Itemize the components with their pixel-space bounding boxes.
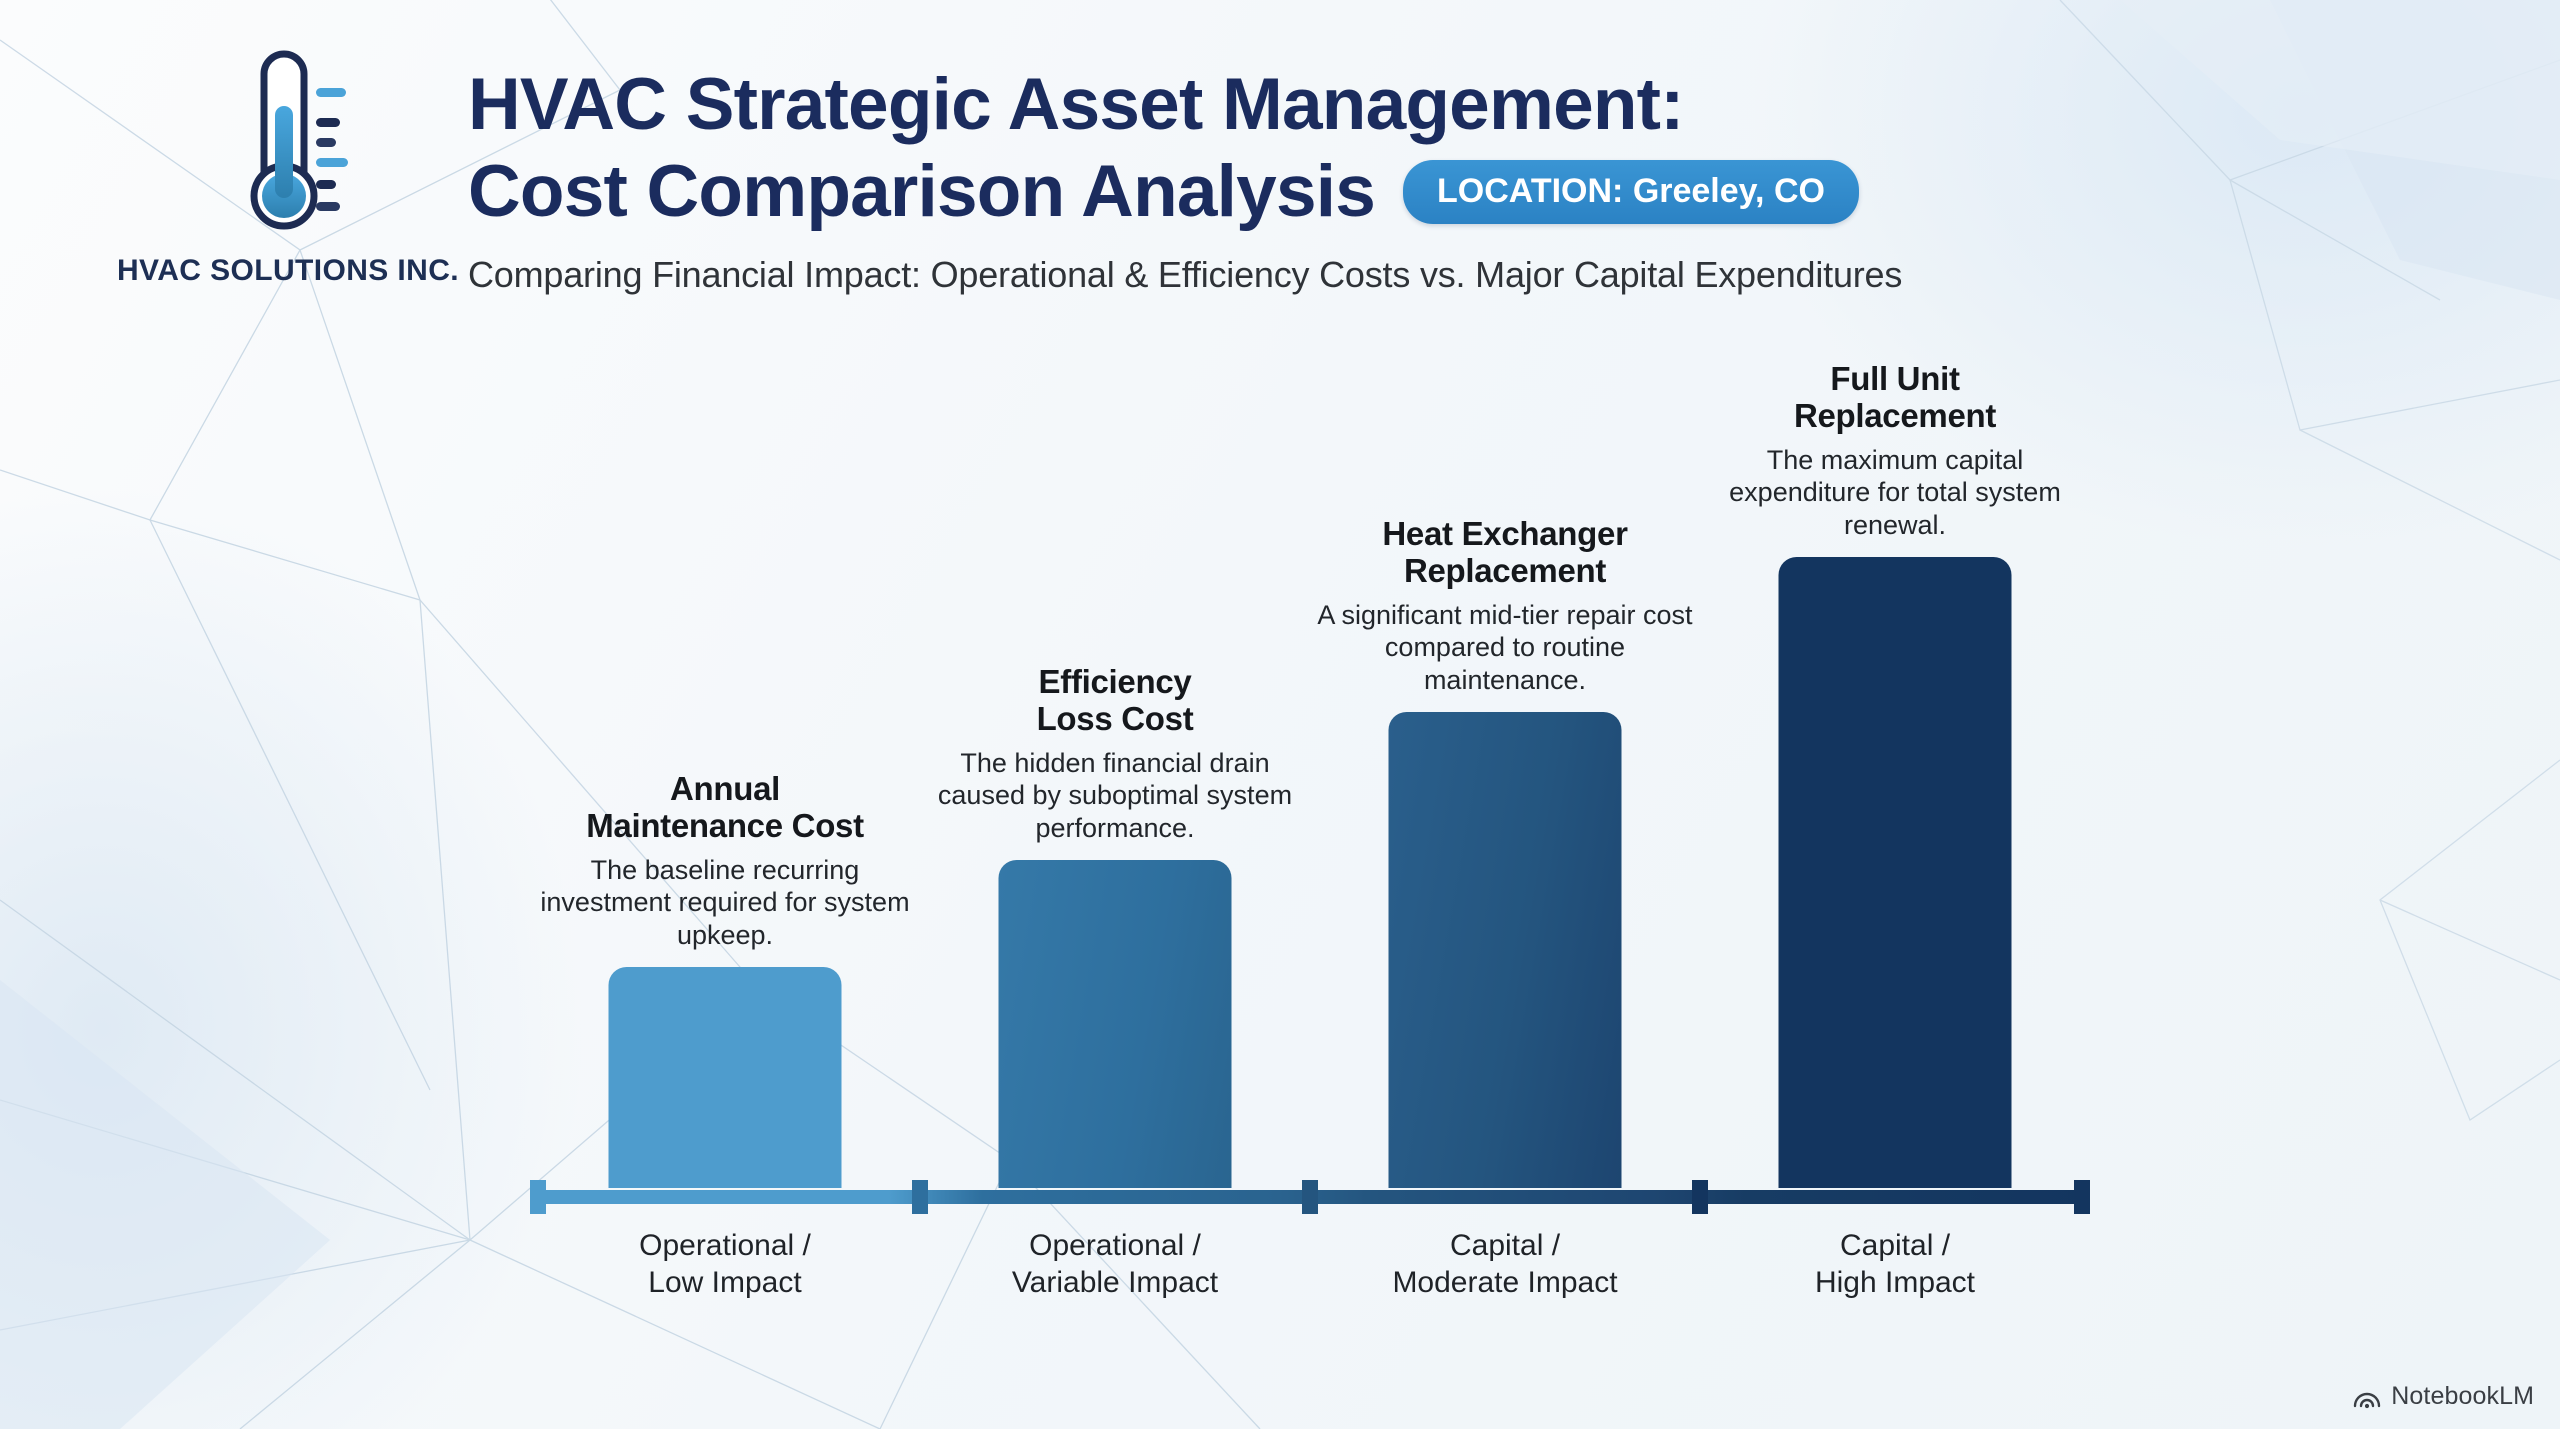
- bar-title-line-2: Replacement: [1403, 551, 1607, 589]
- bar-description: The hidden financial drain caused by sub…: [937, 747, 1293, 843]
- x-axis-label-line-2: High Impact: [1814, 1265, 1976, 1299]
- bar-title-line-2: Loss Cost: [1036, 699, 1194, 737]
- header: HVAC SOLUTIONS INC. HVAC Strategic Asset…: [0, 0, 2560, 370]
- x-axis-label-line-1: Capital /: [1839, 1229, 1951, 1262]
- bar-annotation: Annual Maintenance Cost The baseline recur…: [525, 769, 925, 951]
- bar-title: Annual Maintenance Cost: [525, 769, 925, 845]
- bar-title-line-1: Efficiency: [1038, 662, 1192, 700]
- notebooklm-watermark: NotebookLM: [2352, 1382, 2534, 1411]
- x-axis-label-line-1: Capital /: [1449, 1229, 1561, 1262]
- bar-title-line-1: Annual: [669, 769, 781, 807]
- axis-tick: [1302, 1180, 1318, 1214]
- title-block: HVAC Strategic Asset Management: Cost Co…: [468, 68, 2428, 296]
- bar: [1388, 712, 1622, 1188]
- thermometer-icon: [250, 50, 348, 230]
- bar-annotation: Efficiency Loss Cost The hidden financial …: [915, 662, 1315, 844]
- x-axis-label-line-1: Operational /: [1029, 1229, 1201, 1262]
- bar-title: Efficiency Loss Cost: [915, 662, 1315, 738]
- bar-title-line-1: Full Unit: [1830, 359, 1960, 397]
- watermark-label: NotebookLM: [2391, 1382, 2534, 1410]
- bar-chart: Annual Maintenance Cost The baseline recur…: [0, 360, 2560, 1429]
- x-axis-label: Capital / Moderate Impact: [1310, 1228, 1700, 1301]
- bar-group: Heat Exchanger Replacement A significant m…: [1310, 368, 1700, 1188]
- x-axis-label-line-2: Variable Impact: [1011, 1265, 1219, 1299]
- bar: [608, 967, 842, 1188]
- x-axis-label-line-1: Operational /: [639, 1229, 811, 1262]
- brand-name: HVAC SOLUTIONS INC.: [116, 254, 460, 287]
- axis-tick: [2074, 1180, 2090, 1214]
- page-subtitle: Comparing Financial Impact: Operational …: [468, 254, 1903, 295]
- notebooklm-arc-icon: [2354, 1392, 2381, 1408]
- bar: [998, 860, 1232, 1188]
- chart-baseline-axis: [530, 1180, 2090, 1214]
- bar-group: Full Unit Replacement The maximum capital …: [1700, 360, 2090, 1188]
- page-title-line-1: HVAC Strategic Asset Management:: [468, 64, 1684, 145]
- bar-annotation: Full Unit Replacement The maximum capital …: [1695, 359, 2095, 541]
- bar-annotation: Heat Exchanger Replacement A significant m…: [1305, 514, 1705, 696]
- axis-tick: [1692, 1180, 1708, 1214]
- bar-title-line-1: Heat Exchanger: [1382, 514, 1628, 552]
- x-axis-label-line-2: Low Impact: [648, 1265, 802, 1299]
- x-axis-labels: Operational / Low Impact Operational / Vari…: [530, 1228, 2090, 1338]
- bar-description: The baseline recurring investment requir…: [540, 854, 910, 950]
- bar-title-line-2: Replacement: [1793, 396, 1997, 434]
- x-axis-label-line-2: Moderate Impact: [1392, 1265, 1618, 1299]
- x-axis-label: Operational / Variable Impact: [920, 1228, 1310, 1301]
- bar-title: Full Unit Replacement: [1695, 359, 2095, 435]
- x-axis-label: Capital / High Impact: [1700, 1228, 2090, 1301]
- brand-logo: HVAC SOLUTIONS INC.: [108, 44, 468, 288]
- axis-tick: [912, 1180, 928, 1214]
- bar-title: Heat Exchanger Replacement: [1305, 514, 1705, 590]
- bar-group: Annual Maintenance Cost The baseline recur…: [530, 368, 920, 1188]
- chart-plot-area: Annual Maintenance Cost The baseline recur…: [530, 360, 2090, 1188]
- bar-description: A significant mid-tier repair cost compa…: [1317, 599, 1693, 695]
- location-badge: LOCATION: Greeley, CO: [1403, 159, 1859, 224]
- bar-title-line-2: Maintenance Cost: [586, 806, 864, 844]
- bar-description: The maximum capital expenditure for tota…: [1729, 444, 2061, 540]
- bar-group: Efficiency Loss Cost The hidden financial …: [920, 368, 1310, 1188]
- page-title-line-2: Cost Comparison Analysis: [468, 151, 1376, 232]
- axis-tick: [530, 1180, 546, 1214]
- x-axis-label: Operational / Low Impact: [530, 1228, 920, 1301]
- bar: [1778, 557, 2012, 1188]
